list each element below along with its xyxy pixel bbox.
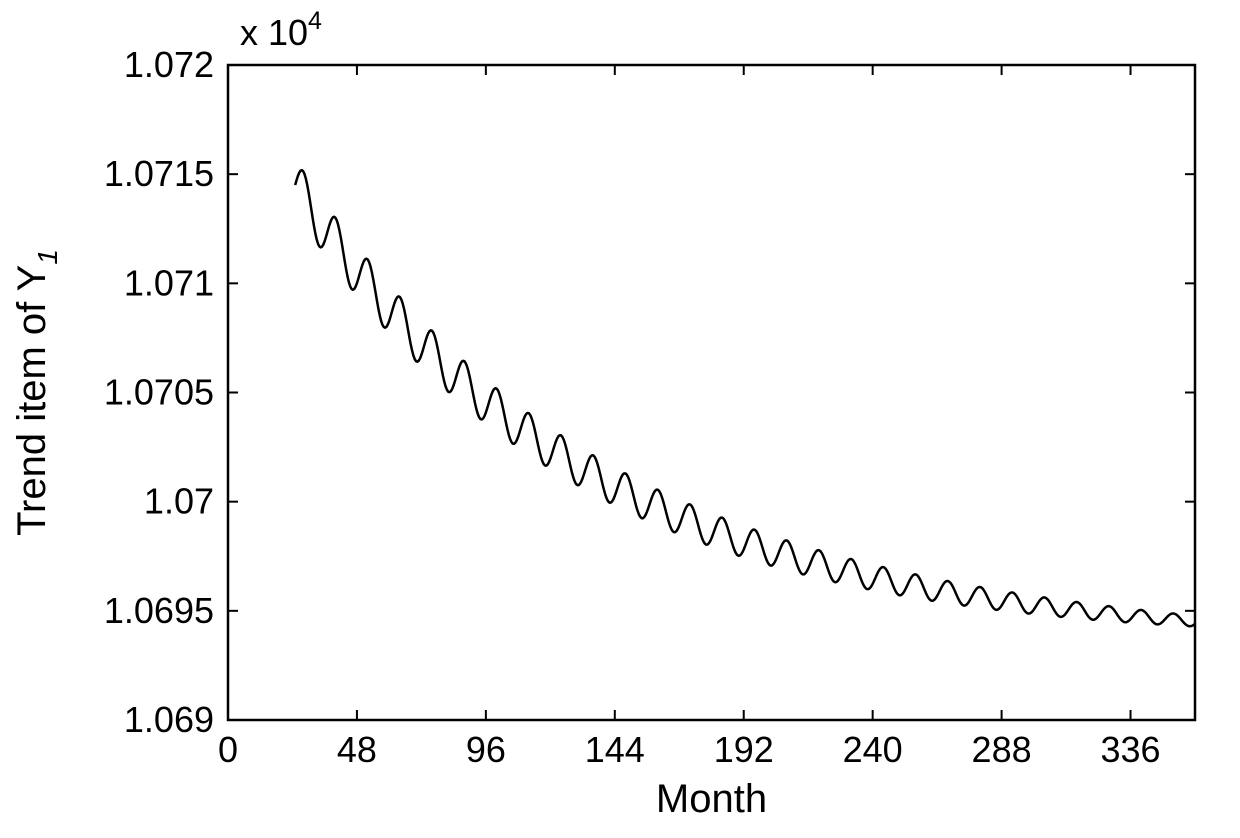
x-tick-label: 288 xyxy=(972,729,1032,770)
y-tick-label: 1.069 xyxy=(124,699,214,740)
y-tick-label: 1.071 xyxy=(124,262,214,303)
x-axis-label: Month xyxy=(656,777,767,821)
x-tick-label: 96 xyxy=(466,729,506,770)
x-tick-label: 48 xyxy=(337,729,377,770)
x-tick-label: 0 xyxy=(218,729,238,770)
x-tick-label: 144 xyxy=(585,729,645,770)
line-chart: 0 48 96 144 192 240 288 336 1.069 1.0695 1.07 1.070… xyxy=(0,0,1240,838)
y-tick-label: 1.0705 xyxy=(104,372,214,413)
y-axis-exponent: x 104 xyxy=(240,7,322,53)
y-tick-label: 1.0715 xyxy=(104,153,214,194)
chart-container: 0 48 96 144 192 240 288 336 1.069 1.0695 1.07 1.070… xyxy=(0,0,1240,838)
y-axis-label: Trend item of Y1 xyxy=(10,249,63,536)
x-tick-label: 336 xyxy=(1100,729,1160,770)
data-line xyxy=(295,170,1195,626)
x-tick-label: 240 xyxy=(843,729,903,770)
x-tick-label: 192 xyxy=(714,729,774,770)
y-tick-label: 1.0695 xyxy=(104,590,214,631)
y-tick-label: 1.072 xyxy=(124,44,214,85)
y-tick-label: 1.07 xyxy=(144,481,214,522)
